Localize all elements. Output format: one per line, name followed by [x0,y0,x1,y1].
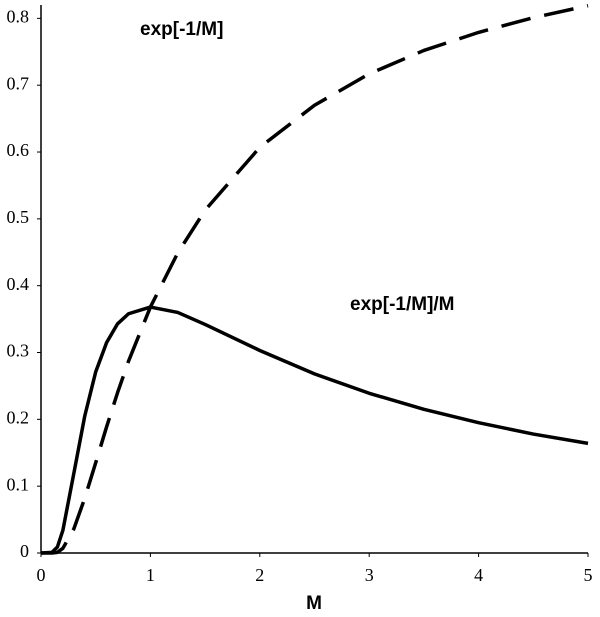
x-tick-label: 5 [584,565,593,585]
x-tick-label: 3 [365,565,374,585]
series-line [41,3,589,555]
series-label: exp[-1/M]/M [350,294,455,315]
y-tick-label: 0.3 [7,341,30,361]
x-axis-label: M [306,593,322,614]
x-tick-label: 0 [37,565,46,585]
y-tick-label: 0.8 [7,6,30,26]
y-tick-label: 0.1 [7,474,30,494]
x-tick-label: 2 [255,565,264,585]
series-line [40,305,589,555]
x-tick-label: 4 [474,565,483,585]
series-label: exp[-1/M] [140,19,223,40]
y-tick-label: 0 [20,541,29,561]
y-tick-label: 0.2 [7,407,30,427]
y-tick-label: 0.4 [7,274,30,294]
y-tick-label: 0.7 [7,73,30,93]
x-tick-label: 1 [146,565,155,585]
y-tick-label: 0.6 [7,140,30,160]
y-tick-label: 0.5 [7,207,30,227]
